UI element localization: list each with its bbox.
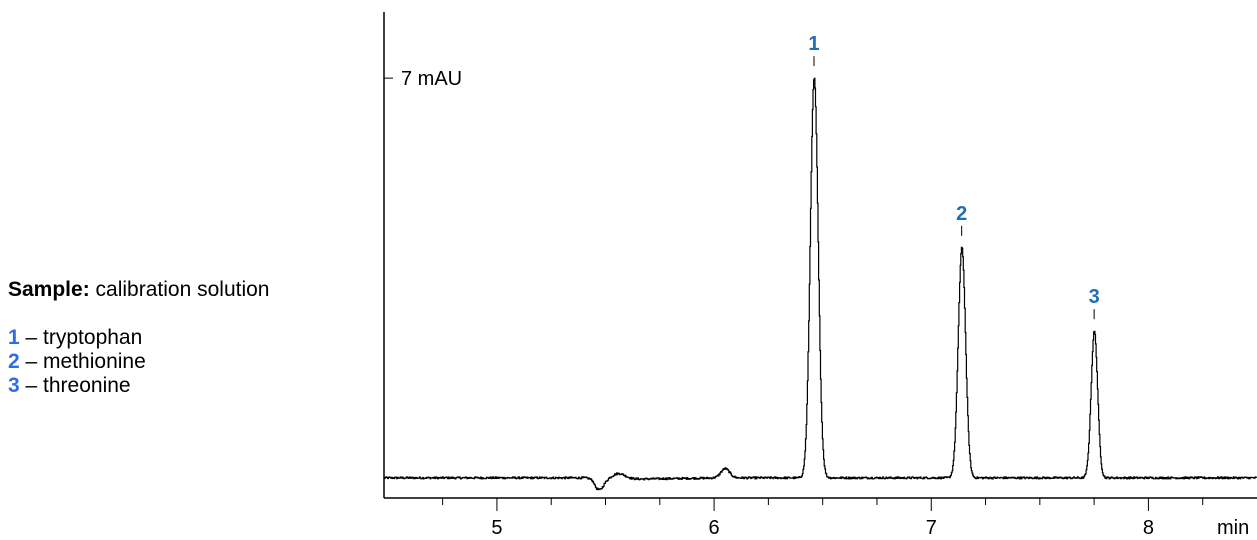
legend-compound-name: tryptophan — [43, 326, 143, 349]
chromatogram-trace — [384, 77, 1257, 491]
x-tick-label: 6 — [709, 517, 720, 539]
legend-peak-number: 3 — [8, 374, 20, 397]
legend-item-methionine: 2 – methionine — [8, 350, 368, 374]
sample-line: Sample: calibration solution — [8, 278, 368, 302]
legend-compound-name: threonine — [43, 374, 131, 397]
peak-label: 1 — [808, 33, 819, 55]
x-tick-label: 8 — [1143, 517, 1154, 539]
y-scale-label: 7 mAU — [401, 68, 462, 90]
legend-item-threonine: 3 – threonine — [8, 374, 368, 398]
legend-compound-name: methionine — [43, 350, 146, 373]
legend-item-tryptophan: 1 – tryptophan — [8, 326, 368, 350]
x-tick-label: 5 — [491, 517, 502, 539]
sample-label: Sample: — [8, 278, 90, 301]
legend: Sample: calibration solution 1 – tryptop… — [8, 278, 368, 398]
x-tick-label: 7 — [926, 517, 937, 539]
peak-label: 2 — [956, 203, 967, 225]
legend-separator: – — [19, 326, 44, 349]
legend-peak-number: 1 — [8, 326, 20, 349]
sample-value: calibration solution — [95, 278, 270, 301]
legend-peak-number: 2 — [8, 350, 20, 373]
x-axis-label: min — [1217, 517, 1249, 539]
peak-label: 3 — [1089, 286, 1100, 308]
legend-separator: – — [19, 350, 44, 373]
legend-separator: – — [19, 374, 44, 397]
